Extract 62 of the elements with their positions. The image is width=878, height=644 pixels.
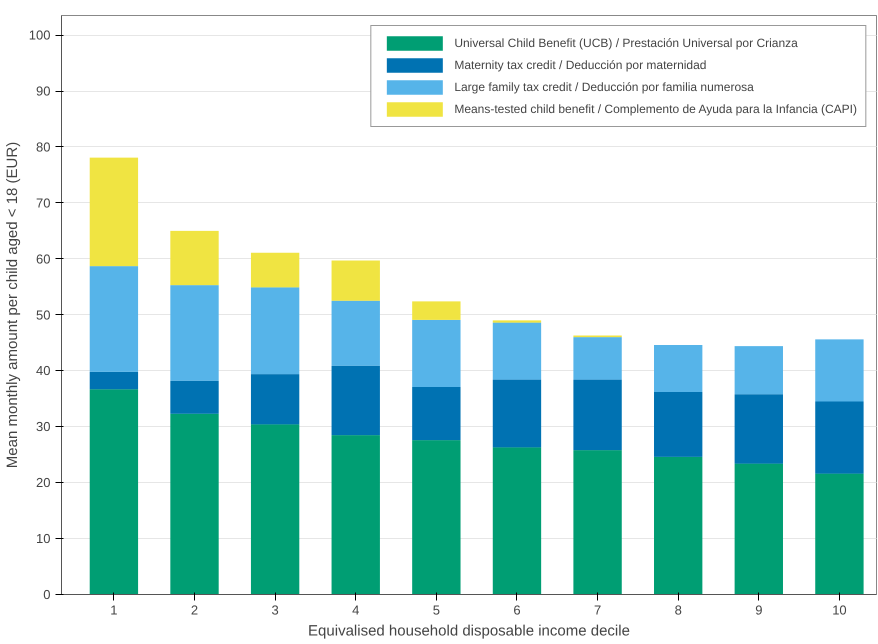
x-tick-label: 8	[674, 602, 682, 618]
x-tick-label: 3	[272, 602, 279, 618]
bar	[332, 300, 380, 366]
bar	[815, 474, 864, 594]
y-tick-label: 60	[36, 251, 51, 266]
bar	[734, 394, 783, 464]
bar	[90, 158, 138, 266]
bar	[250, 374, 300, 424]
y-tick-label: 30	[36, 419, 51, 434]
bar	[573, 337, 622, 380]
bar	[170, 285, 219, 381]
x-axis-title: Equivalised household disposable income decile	[308, 622, 630, 640]
bar	[412, 320, 461, 387]
bar	[332, 366, 380, 436]
bar	[412, 386, 461, 440]
bar	[90, 372, 138, 390]
bar	[492, 447, 542, 594]
x-tick-label: 2	[190, 602, 198, 618]
y-tick-label: 80	[36, 139, 51, 154]
bar	[412, 440, 461, 594]
bar	[573, 450, 622, 594]
bar	[250, 287, 300, 374]
bar	[170, 230, 219, 286]
bar	[332, 435, 380, 594]
y-tick-label: 40	[36, 363, 51, 378]
bar	[492, 322, 542, 380]
bar	[654, 345, 702, 392]
bar	[492, 380, 542, 448]
bar	[412, 301, 461, 320]
bar	[170, 380, 219, 414]
x-tick-label: 7	[594, 602, 602, 618]
bar	[573, 380, 622, 450]
x-tick-label: 9	[755, 602, 762, 618]
y-tick-label: 100	[28, 28, 51, 43]
bar	[654, 392, 702, 457]
bar	[332, 260, 380, 301]
bar	[170, 414, 219, 594]
legend-label: Large family tax credit / Deducción por familia numerosa	[454, 80, 754, 94]
x-tick-label: 5	[432, 602, 440, 618]
x-tick-label: 6	[513, 602, 521, 618]
x-tick-label: 1	[110, 602, 118, 618]
bar	[815, 402, 864, 474]
bar	[90, 389, 138, 594]
y-tick-label: 50	[36, 307, 51, 322]
bar	[815, 339, 864, 402]
bar	[734, 464, 783, 594]
y-tick-label: 70	[36, 195, 51, 210]
legend-label: Maternity tax credit / Deducción por maternidad	[454, 58, 706, 72]
bar	[734, 346, 783, 394]
x-tick-label: 4	[352, 602, 360, 618]
bar	[250, 424, 300, 594]
legend-label: Means-tested child benefit / Complemento de Ayuda para la Infancia (CAPI)	[454, 102, 857, 116]
bar	[654, 456, 702, 594]
y-tick-label: 10	[36, 531, 51, 546]
bar	[90, 266, 138, 372]
y-tick-label: 90	[36, 84, 51, 99]
x-tick-label: 10	[832, 602, 847, 618]
bar	[250, 252, 300, 288]
y-tick-label: 20	[36, 475, 51, 490]
legend-label: Universal Child Benefit (UCB) / Prestación Universal por Crianza	[454, 36, 798, 50]
y-axis-title: Mean monthly amount per child aged < 18 (EUR)	[4, 142, 21, 468]
y-tick-label: 0	[43, 587, 51, 602]
